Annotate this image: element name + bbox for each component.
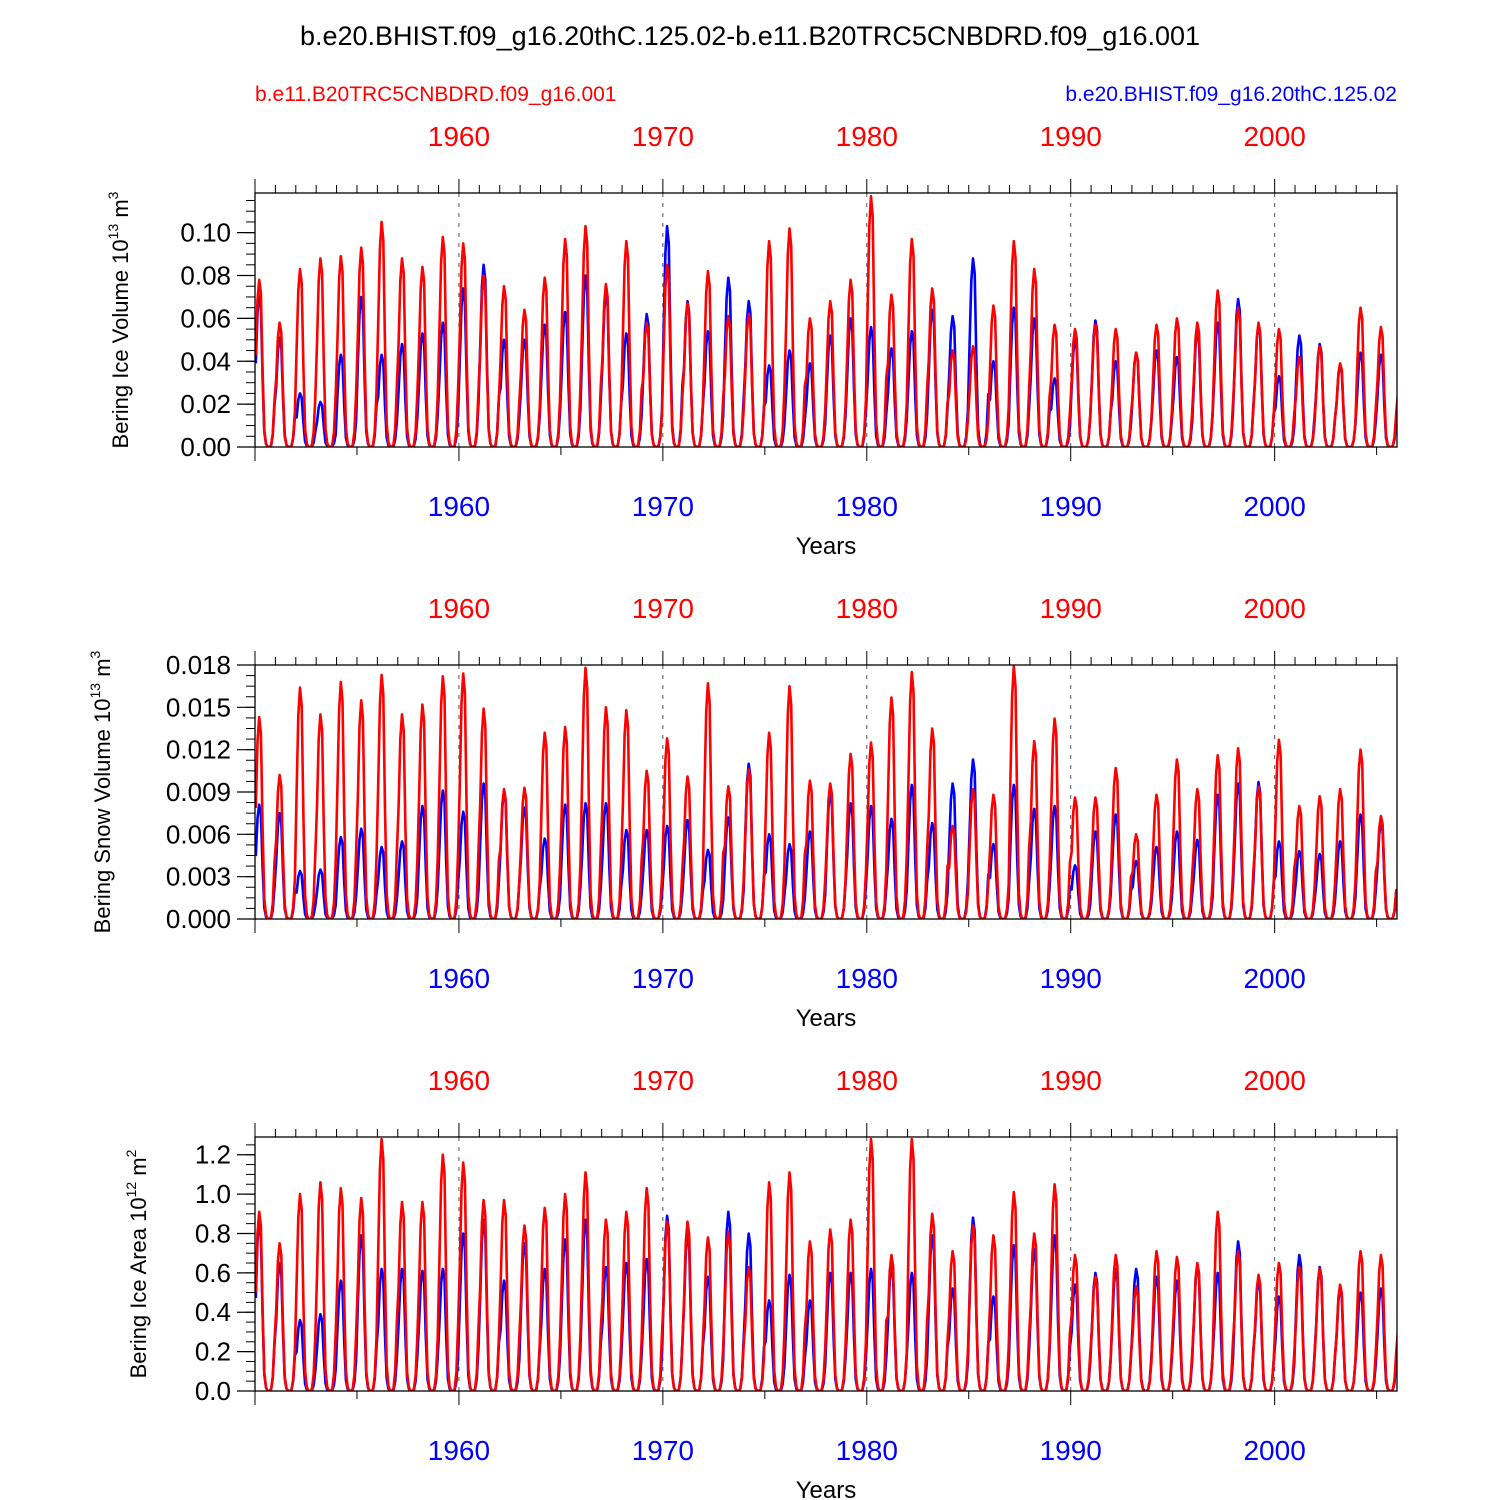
- bottom-year-label: 2000: [1243, 1435, 1305, 1466]
- y-tick-label: 0.012: [166, 735, 231, 765]
- series-line-red: [255, 194, 1397, 447]
- y-axis-label-unit: m: [108, 199, 133, 223]
- top-year-label: 1960: [428, 593, 490, 624]
- y-axis-label-main: Bering Ice Area 10: [126, 1197, 151, 1378]
- y-tick-label: 0.10: [180, 218, 231, 248]
- y-tick-label: 0.0: [195, 1376, 231, 1406]
- case-label-red: b.e11.B20TRC5CNBDRD.f09_g16.001: [255, 83, 616, 106]
- y-tick-label: 0.02: [180, 389, 231, 419]
- bottom-year-label: 1970: [632, 491, 694, 522]
- y-tick-label: 0.018: [166, 650, 231, 680]
- y-axis-label-exponent: 12: [123, 1182, 139, 1198]
- y-tick-label: 0.2: [195, 1337, 231, 1367]
- y-axis-label-unit-power: 3: [105, 191, 121, 199]
- panel-bering-snow-volume: 0.000 0.003 0.006 0.009 0.012 0.015 0.018 1960 1…: [87, 593, 1398, 1032]
- series-line-red: [255, 1137, 1397, 1391]
- top-year-label: 1980: [836, 593, 898, 624]
- y-axis-label-exponent: 13: [87, 683, 103, 699]
- y-tick-label: 0.06: [180, 303, 231, 333]
- y-tick-label: 1.0: [195, 1179, 231, 1209]
- top-year-label: 2000: [1243, 593, 1305, 624]
- top-year-label: 1970: [632, 593, 694, 624]
- top-year-label: 1990: [1040, 121, 1102, 152]
- top-year-label: 2000: [1243, 1065, 1305, 1096]
- y-axis-label-exponent: 13: [105, 224, 121, 240]
- y-axis-label: Bering Ice Area 1012 m2: [123, 1149, 151, 1378]
- top-year-label: 1960: [428, 121, 490, 152]
- figure-title: b.e20.BHIST.f09_g16.20thC.125.02-b.e11.B…: [300, 21, 1200, 51]
- panel-bering-ice-area: 0.0 0.2 0.4 0.6 0.8 1.0 1.2 1960 1970 1980 1990 200…: [123, 1065, 1398, 1500]
- y-tick-label: 0.003: [166, 862, 231, 892]
- y-axis-label-unit: m: [90, 658, 115, 682]
- y-tick-label: 0.04: [180, 346, 231, 376]
- y-axis-label-unit-power: 2: [123, 1149, 139, 1157]
- top-year-label: 1980: [836, 1065, 898, 1096]
- top-year-label: 1980: [836, 121, 898, 152]
- top-year-label: 1970: [632, 121, 694, 152]
- top-year-label: 1990: [1040, 593, 1102, 624]
- bottom-year-label: 1990: [1040, 1435, 1102, 1466]
- bottom-year-label: 1980: [836, 491, 898, 522]
- bottom-year-label: 2000: [1243, 963, 1305, 994]
- bottom-year-label: 1970: [632, 1435, 694, 1466]
- y-tick-label: 0.4: [195, 1297, 231, 1327]
- y-tick-label: 0.006: [166, 819, 231, 849]
- y-axis-label-unit-power: 3: [87, 650, 103, 658]
- bottom-year-label: 1980: [836, 1435, 898, 1466]
- x-axis-label: Years: [796, 1005, 857, 1032]
- plot-frame: [254, 664, 1398, 920]
- bottom-year-label: 1960: [428, 491, 490, 522]
- y-tick-label: 0.015: [166, 692, 231, 722]
- x-axis-label: Years: [796, 1477, 857, 1500]
- y-axis-label: Bering Ice Volume 1013 m3: [105, 191, 133, 448]
- bottom-year-label: 2000: [1243, 491, 1305, 522]
- y-axis-label-unit: m: [126, 1157, 151, 1181]
- panel-bering-ice-volume: 0.00 0.02 0.04 0.06 0.08 0.10 1960 1970 1980 1990…: [105, 121, 1398, 560]
- y-axis-label-main: Bering Snow Volume 10: [90, 699, 115, 934]
- top-year-label: 2000: [1243, 121, 1305, 152]
- bottom-year-label: 1990: [1040, 963, 1102, 994]
- top-year-label: 1970: [632, 1065, 694, 1096]
- bottom-year-label: 1990: [1040, 491, 1102, 522]
- y-tick-label: 0.08: [180, 261, 231, 291]
- case-label-blue: b.e20.BHIST.f09_g16.20thC.125.02: [1065, 83, 1397, 106]
- bottom-year-label: 1980: [836, 963, 898, 994]
- y-tick-label: 1.2: [195, 1140, 231, 1170]
- bottom-year-label: 1960: [428, 1435, 490, 1466]
- plot-frame: [254, 192, 1398, 448]
- bottom-year-label: 1970: [632, 963, 694, 994]
- y-axis-label: Bering Snow Volume 1013 m3: [87, 650, 115, 933]
- y-tick-label: 0.6: [195, 1258, 231, 1288]
- x-axis-label: Years: [796, 533, 857, 560]
- top-year-label: 1990: [1040, 1065, 1102, 1096]
- top-year-label: 1960: [428, 1065, 490, 1096]
- plot-frame: [254, 1136, 1398, 1392]
- y-tick-label: 0.000: [166, 904, 231, 934]
- bottom-year-label: 1960: [428, 963, 490, 994]
- series-line-red: [255, 665, 1397, 919]
- y-tick-label: 0.00: [180, 432, 231, 462]
- y-tick-label: 0.009: [166, 777, 231, 807]
- y-tick-label: 0.8: [195, 1218, 231, 1248]
- y-axis-label-main: Bering Ice Volume 10: [108, 239, 133, 448]
